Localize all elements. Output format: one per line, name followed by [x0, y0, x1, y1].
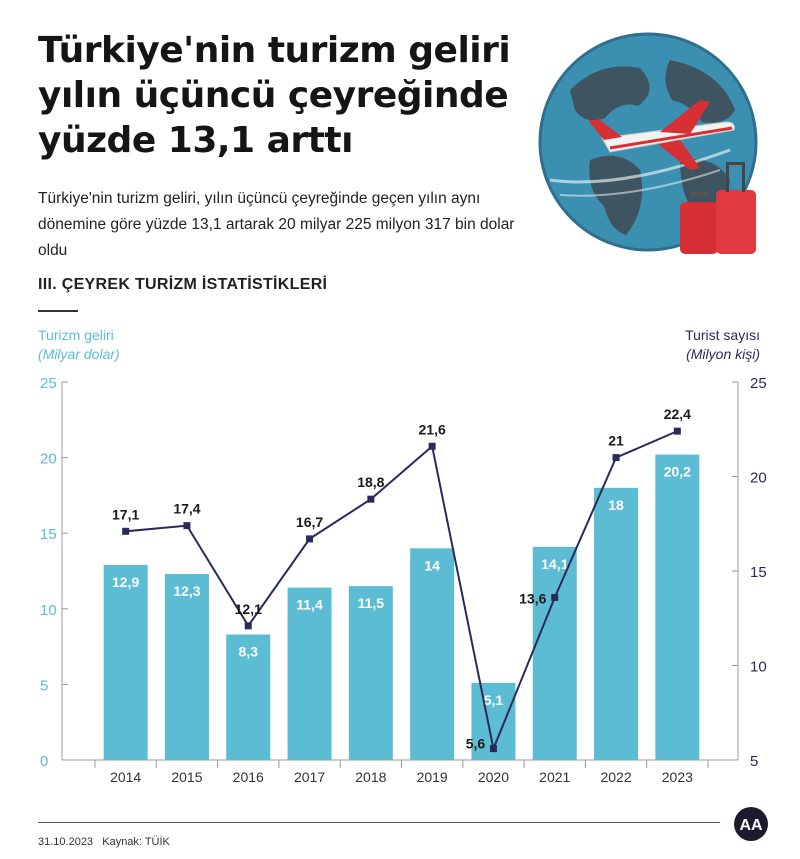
x-tick-label: 2017	[294, 769, 325, 785]
right-tick-label: 25	[750, 375, 767, 392]
left-tick-label: 10	[40, 602, 57, 619]
title-line-2: yılın üçüncü çeyreğinde	[38, 75, 509, 116]
x-tick-label: 2023	[662, 769, 693, 785]
point-2019	[428, 442, 436, 450]
bar-2019	[410, 548, 455, 760]
bar-label-2018: 11,5	[358, 595, 385, 611]
subtitle: Türkiye'nin turizm geliri, yılın üçüncü …	[38, 190, 515, 259]
title-line-3: yüzde 13,1 arttı	[38, 120, 353, 161]
right-tick-label: 15	[750, 564, 767, 581]
left-tick-label: 5	[40, 677, 48, 694]
bar-label-2023: 20,2	[664, 464, 691, 480]
section-underline	[38, 310, 78, 312]
right-axis-title: Turist sayısı (Milyon kişi)	[685, 326, 760, 364]
left-tick-label: 0	[40, 753, 48, 770]
point-2016	[244, 622, 252, 630]
bar-label-2015: 12,3	[173, 583, 200, 599]
point-label-2019: 21,6	[419, 421, 446, 437]
bar-label-2017: 11,4	[296, 597, 323, 613]
x-tick-label: 2019	[417, 769, 448, 785]
right-tick-label: 20	[750, 470, 767, 487]
tourist-count-line	[125, 430, 678, 753]
point-2015	[183, 522, 191, 530]
left-tick-label: 15	[40, 526, 57, 543]
luggage-icon	[680, 162, 756, 254]
bar-2022	[594, 487, 639, 760]
left-axis-label: Turizm geliri	[38, 327, 114, 343]
bar-2017	[287, 587, 332, 760]
x-tick-label: 2021	[539, 769, 570, 785]
point-label-2022: 21	[608, 433, 624, 449]
right-axis-label: Turist sayısı	[685, 327, 760, 343]
left-tick-label: 25	[40, 375, 57, 392]
footer: 31.10.2023 Kaynak: TÜİK	[38, 836, 170, 848]
aa-logo: AA	[734, 807, 768, 841]
x-tick-label: 2018	[355, 769, 386, 785]
point-2014	[122, 527, 130, 535]
airplane-icon	[588, 100, 735, 170]
footer-source: Kaynak: TÜİK	[102, 836, 170, 848]
point-2022	[612, 454, 620, 462]
point-label-2014: 17,1	[112, 506, 139, 522]
title-line-1: Türkiye'nin turizm geliri	[38, 30, 511, 71]
left-axis-title: Turizm geliri (Milyar dolar)	[38, 326, 120, 364]
x-tick-label: 2016	[233, 769, 264, 785]
footer-divider	[38, 822, 720, 823]
right-tick-label: 5	[750, 753, 758, 770]
globe-airplane-illustration	[538, 32, 758, 254]
bar-label-2022: 18	[608, 497, 624, 513]
logo-text: AA	[739, 817, 763, 834]
bar-2015	[164, 574, 209, 760]
point-label-2017: 16,7	[296, 514, 323, 530]
bar-label-2020: 5,1	[484, 692, 504, 708]
bar-2016	[226, 634, 271, 760]
bar-2023	[655, 454, 700, 760]
bar-2014	[103, 564, 148, 760]
bar-label-2021: 14,1	[541, 556, 568, 572]
point-2021	[551, 593, 559, 601]
bar-2018	[348, 586, 393, 760]
bar-label-2014: 12,9	[112, 574, 139, 590]
x-tick-label: 2014	[110, 769, 141, 785]
bar-label-2019: 14	[424, 557, 440, 573]
point-label-2018: 18,8	[357, 474, 384, 490]
point-2023	[673, 427, 681, 435]
point-label-2020: 5,6	[466, 736, 486, 752]
point-label-2021: 13,6	[519, 590, 546, 606]
bar-label-2016: 8,3	[239, 644, 259, 660]
page-title: Türkiye'nin turizm geliri yılın üçüncü ç…	[38, 28, 538, 163]
bar-2021	[532, 546, 577, 760]
left-axis-unit: (Milyar dolar)	[38, 346, 120, 362]
point-2020	[489, 745, 497, 753]
section-title: III. ÇEYREK TURİZM İSTATİSTİKLERİ	[38, 276, 328, 293]
footer-date: 31.10.2023	[38, 836, 94, 848]
point-label-2015: 17,4	[173, 501, 200, 517]
x-tick-label: 2015	[171, 769, 202, 785]
point-2018	[367, 495, 375, 503]
x-tick-label: 2020	[478, 769, 509, 785]
x-tick-label: 2022	[600, 769, 631, 785]
right-axis-unit: (Milyon kişi)	[686, 346, 760, 362]
right-tick-label: 10	[750, 659, 767, 676]
point-2017	[306, 535, 314, 543]
point-label-2016: 12,1	[235, 601, 262, 617]
left-tick-label: 20	[40, 451, 57, 468]
point-label-2023: 22,4	[664, 406, 691, 422]
